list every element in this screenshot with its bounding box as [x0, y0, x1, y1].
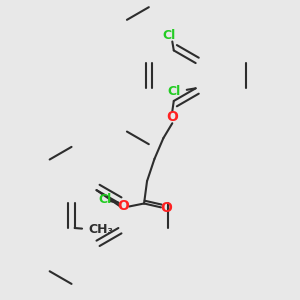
Text: O: O — [160, 201, 172, 215]
Text: Cl: Cl — [167, 85, 181, 98]
Text: Cl: Cl — [98, 193, 112, 206]
Text: O: O — [167, 110, 178, 124]
Text: Cl: Cl — [163, 28, 176, 41]
Text: CH₃: CH₃ — [88, 223, 113, 236]
Text: O: O — [117, 200, 129, 214]
